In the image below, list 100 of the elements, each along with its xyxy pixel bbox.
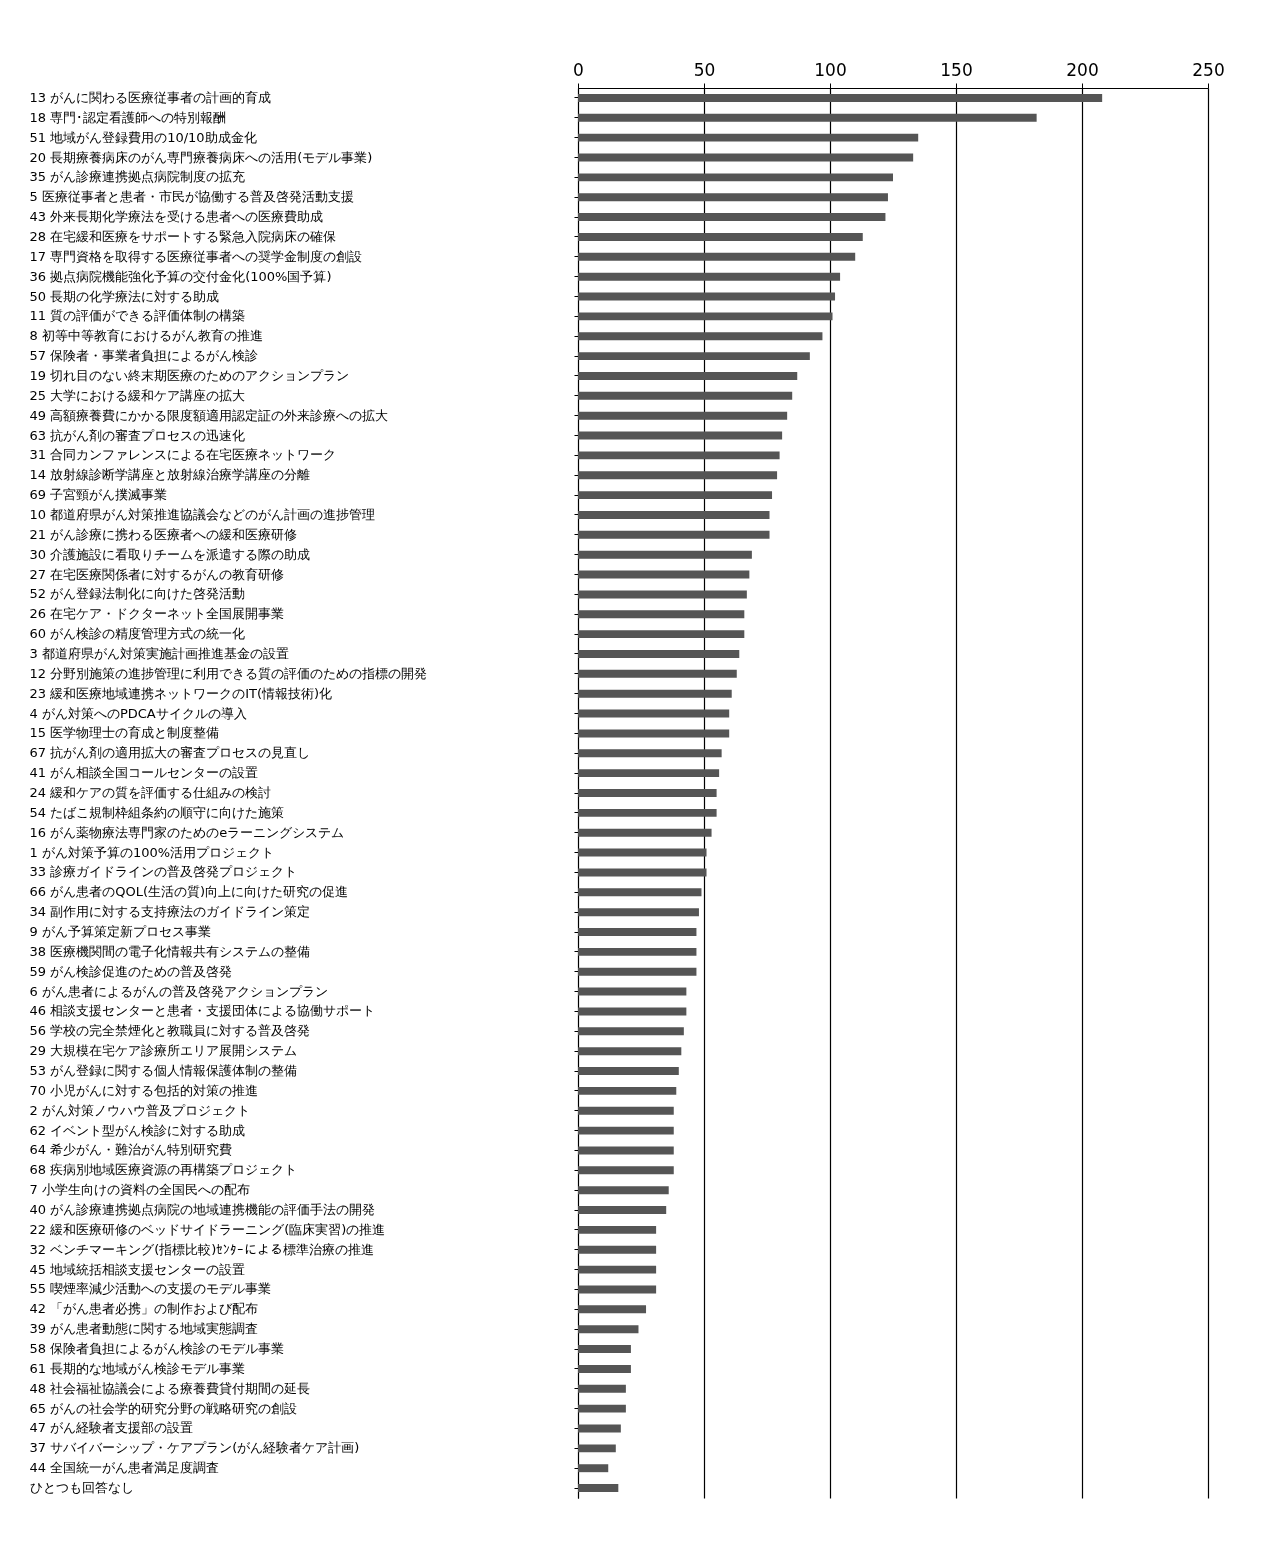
bar [578, 1464, 609, 1473]
y-tick-label: 66 がん患者のQOL(生活の質)向上に向けた研究の促進 [29, 884, 349, 900]
bar [578, 1166, 674, 1175]
bar [578, 272, 841, 281]
bar [578, 590, 747, 599]
bar [578, 352, 810, 361]
y-tick-label: 23 緩和医療地域連携ネットワークのIT(情報技術)化 [29, 685, 333, 701]
bar [578, 1345, 631, 1354]
bar [578, 1186, 669, 1195]
x2-tick-label: 200 [1066, 59, 1099, 80]
bar [578, 570, 750, 579]
bar [578, 789, 717, 797]
y-tick-label: 17 専門資格を取得する医療従事者への奨学金制度の創設 [29, 248, 363, 264]
y-tick-label: 51 地域がん登録費用の10/10助成金化 [29, 129, 257, 145]
y-tick-label: 39 がん患者動態に関する地域実態調査 [29, 1321, 259, 1337]
y-tick-label: 43 外来長期化学療法を受ける患者への医療費助成 [29, 209, 324, 225]
bar [578, 550, 752, 559]
x2-tick-label: 250 [1192, 59, 1225, 80]
bar [578, 1305, 647, 1314]
bar [578, 888, 702, 897]
bar [578, 213, 886, 222]
bar [578, 928, 697, 936]
bar [578, 332, 823, 341]
y-tick-label: 47 がん経験者支援部の設置 [29, 1420, 194, 1436]
y-tick-label: 10 都道府県がん対策推進協議会などのがん計画の進捗管理 [29, 506, 376, 522]
y-tick-label: 67 抗がん剤の適用拡大の審査プロセスの見直し [29, 745, 311, 761]
y-tick-label: 49 高額療養費にかかる限度額適用認定証の外来診療への拡大 [29, 407, 389, 423]
bar [578, 1106, 674, 1115]
y-tick-label: 13 がんに関わる医療従事者の計画的育成 [29, 89, 272, 105]
y-tick-label: 25 大学における緩和ケア講座の拡大 [29, 387, 246, 403]
y-tick-label: 30 介護施設に看取りチームを派遣する際の助成 [29, 546, 311, 562]
y-tick-label: ひとつも回答なし [29, 1480, 134, 1496]
y-tick-label: 2 がん対策ノウハウ普及プロジェクト [29, 1102, 250, 1118]
bar [578, 630, 745, 639]
bar [578, 610, 745, 619]
bar [578, 471, 778, 480]
bar [578, 1325, 639, 1334]
y-tick-label: 19 切れ目のない終末期医療のためのアクションプラン [29, 367, 350, 383]
y-tick-label: 15 医学物理士の育成と制度整備 [29, 725, 220, 741]
y-tick-label: 69 子宮頸がん撲滅事業 [29, 487, 168, 503]
bar [578, 967, 697, 976]
y-tick-label: 54 たばこ規制枠組条約の順守に向けた施策 [29, 804, 285, 820]
bar [578, 312, 833, 321]
y-tick-label: 1 がん対策予算の100%活用プロジェクト [29, 844, 275, 860]
bar [578, 193, 888, 202]
bar [578, 1067, 679, 1075]
x2-tick-label: 50 [693, 59, 716, 80]
y-tick-label: 42 「がん患者必携」の制作および配布 [29, 1301, 259, 1317]
y-tick-label: 61 長期的な地域がん検診モデル事業 [29, 1360, 246, 1376]
y-tick-label: 55 喫煙率減少活動への支援のモデル事業 [29, 1281, 272, 1297]
y-tick-label: 60 がん検診の精度管理方式の統一化 [29, 626, 246, 642]
bar [578, 232, 863, 241]
bar [578, 1047, 682, 1056]
y-tick-label: 50 長期の化学療法に対する助成 [29, 288, 220, 304]
y-tick-label: 27 在宅医療関係者に対するがんの教育研修 [29, 566, 285, 582]
y-tick-label: 31 合同カンファレンスによる在宅医療ネットワーク [29, 447, 337, 463]
bar [578, 252, 856, 261]
y-tick-label: 53 がん登録に関する個人情報保護体制の整備 [29, 1063, 298, 1079]
y-tick-label: 24 緩和ケアの質を評価する仕組みの検討 [29, 785, 272, 800]
y-tick-label: 65 がんの社会学的研究分野の戦略研究の創設 [29, 1400, 298, 1416]
y-tick-label: 70 小児がんに対する包括的対策の推進 [29, 1082, 259, 1098]
y-tick-label: 35 がん診療連携拠点病院制度の拡充 [29, 169, 246, 185]
y-tick-label: 58 保険者負担によるがん検診のモデル事業 [29, 1341, 285, 1357]
bar [578, 113, 1037, 122]
bar [578, 431, 783, 440]
y-tick-label: 3 都道府県がん対策実施計画推進基金の設置 [29, 645, 289, 661]
y-tick-label: 40 がん診療連携拠点病院の地域連携機能の評価手法の開発 [29, 1202, 376, 1218]
bar [578, 1146, 674, 1155]
bar [578, 491, 773, 500]
bar [578, 828, 712, 837]
bar [578, 769, 720, 778]
y-tick-label: 37 サバイバーシップ・ケアプラン(がん経験者ケア計画) [29, 1440, 360, 1456]
bar [578, 650, 740, 658]
y-tick-label: 26 在宅ケア・ドクターネット全国展開事業 [29, 606, 285, 622]
y-tick-label: 68 疾病別地域医療資源の再構築プロジェクト [29, 1162, 298, 1178]
bar [578, 1225, 657, 1234]
bar [578, 1086, 677, 1095]
y-tick-label: 46 相談支援センターと患者・支援団体による協働サポート [29, 1003, 376, 1019]
y-tick-label: 18 専門･認定看護師への特別報酬 [29, 109, 227, 125]
bar [578, 1126, 674, 1135]
bar [578, 808, 717, 817]
y-tick-label: 63 抗がん剤の審査プロセスの迅速化 [29, 427, 246, 443]
y-tick-label: 41 がん相談全国コールセンターの設置 [29, 765, 259, 781]
y-tick-label: 36 拠点病院機能強化予算の交付金化(100%国予算) [29, 268, 332, 284]
bar [578, 868, 707, 877]
y-tick-label: 22 緩和医療研修のベッドサイドラーニング(臨床実習)の推進 [29, 1221, 386, 1237]
y-tick-label: 59 がん検診促進のための普及啓発 [29, 963, 233, 979]
y-tick-label: 16 がん薬物療法専門家のためのeラーニングシステム [29, 824, 345, 840]
y-tick-label: 8 初等中等教育におけるがん教育の推進 [29, 328, 263, 344]
bar [578, 93, 1103, 102]
bar [578, 1384, 626, 1393]
x2-tick-label: 150 [940, 59, 973, 80]
bar [578, 173, 893, 182]
bar [578, 1265, 657, 1274]
y-tick-label: 20 長期療養病床のがん専門療養病床への活用(モデル事業) [29, 149, 373, 165]
bar [578, 947, 697, 956]
y-tick-label: 14 放射線診断学講座と放射線治療学講座の分離 [29, 467, 311, 483]
bar [578, 729, 730, 738]
y-tick-label: 62 イベント型がん検診に対する助成 [29, 1122, 246, 1138]
bar [578, 749, 722, 758]
